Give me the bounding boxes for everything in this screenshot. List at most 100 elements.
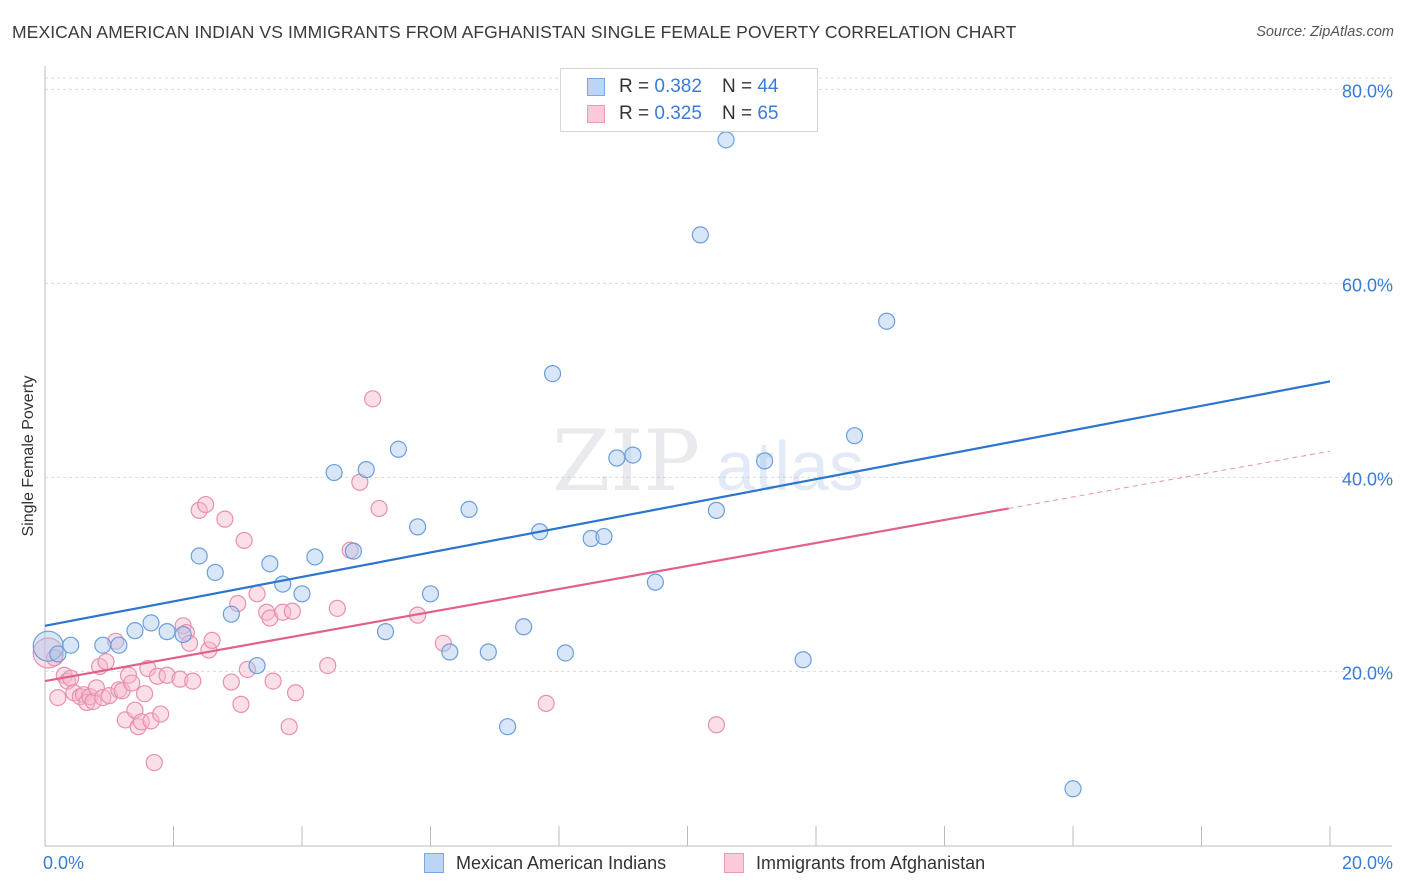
point-mexican-american-indians [479, 643, 497, 661]
axes [44, 66, 1392, 847]
legend-label: Mexican American Indians [456, 852, 667, 873]
point-mexican-american-indians [421, 585, 440, 603]
trend-line-afghanistan [44, 507, 1009, 683]
point-afghanistan [537, 694, 555, 713]
point-mexican-american-indians [62, 636, 80, 654]
x-tick-label: 0.0% [43, 853, 84, 873]
trend-lines [44, 380, 1331, 683]
legend-row-pink: R = 0.325 N = 65 [587, 102, 778, 126]
point-mexican-american-indians [376, 623, 395, 641]
point-mexican-american-indians [499, 718, 517, 736]
point-afghanistan [49, 688, 67, 707]
point-afghanistan [100, 687, 118, 705]
point-afghanistan [142, 712, 160, 730]
r-value: 0.325 [654, 103, 702, 124]
point-afghanistan [229, 594, 247, 613]
watermark-zip: ZIP [552, 412, 700, 510]
trend-line-afghanistan-extension [1008, 450, 1331, 509]
point-afghanistan [94, 688, 112, 707]
trend-line-mexican-american-indians [44, 380, 1331, 627]
point-mexican-american-indians [717, 131, 735, 149]
point-mexican-american-indians [190, 547, 208, 565]
point-afghanistan [158, 666, 176, 684]
watermark-atlas: atlas [716, 427, 864, 505]
point-afghanistan [87, 679, 106, 697]
r-label: R = [619, 76, 650, 97]
point-mexican-american-indians [878, 312, 896, 330]
point-mexican-american-indians [174, 625, 192, 644]
point-mexican-american-indians [248, 656, 266, 675]
point-afghanistan [235, 531, 253, 550]
points-mexican-american-indians [32, 131, 1082, 798]
point-afghanistan [197, 495, 215, 514]
point-mexican-american-indians [691, 226, 709, 244]
point-afghanistan [145, 753, 163, 772]
point-mexican-american-indians [595, 527, 613, 546]
point-mexican-american-indians [389, 440, 407, 458]
chart-title: MEXICAN AMERICAN INDIAN VS IMMIGRANTS FR… [12, 22, 1017, 42]
point-mexican-american-indians [409, 518, 427, 536]
r-value: 0.382 [654, 76, 702, 97]
point-mexican-american-indians [707, 501, 726, 519]
legend-swatch-pink [724, 853, 744, 873]
point-afghanistan [364, 390, 382, 408]
correlation-legend: R = 0.382 N = 44 R = 0.325 N = 65 [560, 68, 818, 132]
point-afghanistan [264, 672, 282, 690]
point-afghanistan [248, 585, 266, 603]
point-afghanistan [222, 673, 240, 691]
point-afghanistan [370, 499, 388, 518]
n-label: N = [721, 103, 753, 124]
point-afghanistan [180, 634, 199, 652]
point-mexican-american-indians [794, 651, 812, 669]
tick-labels: 20.0% 40.0% 60.0% 80.0% 0.0% 20.0% [43, 81, 1393, 873]
point-afghanistan [123, 674, 141, 692]
point-afghanistan [232, 695, 250, 713]
point-afghanistan [707, 716, 726, 734]
point-mexican-american-indians [357, 461, 375, 479]
point-mexican-american-indians [845, 427, 864, 445]
source-label: Source: ZipAtlas.com [1256, 24, 1394, 40]
point-afghanistan [152, 705, 170, 723]
point-afghanistan [280, 718, 298, 736]
point-afghanistan [319, 656, 337, 675]
point-mexican-american-indians [126, 622, 144, 640]
point-mexican-american-indians [158, 623, 176, 641]
point-mexican-american-indians [624, 446, 642, 464]
legend-swatch-pink [587, 105, 605, 123]
n-label: N = [721, 76, 753, 97]
point-mexican-american-indians [582, 529, 600, 548]
point-mexican-american-indians [515, 618, 533, 636]
point-mexican-american-indians [94, 636, 112, 654]
point-mexican-american-indians [1064, 780, 1082, 798]
point-afghanistan [434, 634, 452, 652]
n-value: 65 [757, 103, 779, 124]
legend-label: Immigrants from Afghanistan [756, 852, 986, 873]
point-afghanistan [283, 602, 301, 620]
watermark: ZIP atlas [552, 412, 864, 510]
point-mexican-american-indians [306, 548, 324, 566]
y-tick-label: 60.0% [1342, 275, 1393, 295]
r-label: R = [619, 103, 650, 124]
legend-item-afghanistan: Immigrants from Afghanistan [724, 851, 985, 875]
points-afghanistan [32, 390, 726, 772]
point-afghanistan [328, 599, 346, 617]
point-mexican-american-indians [441, 643, 459, 661]
point-afghanistan [171, 670, 189, 688]
point-mexican-american-indians [110, 636, 128, 654]
point-mexican-american-indians [49, 645, 67, 663]
y-tick-label: 20.0% [1342, 663, 1393, 683]
legend-item-mexican-american-indians: Mexican American Indians [424, 851, 666, 875]
point-mexican-american-indians [646, 573, 664, 591]
legend-row-blue: R = 0.382 N = 44 [587, 75, 778, 99]
point-afghanistan [81, 688, 99, 706]
point-mexican-american-indians [344, 542, 362, 560]
point-afghanistan [216, 510, 234, 528]
y-tick-label: 40.0% [1342, 469, 1393, 489]
legend-swatch-blue [424, 853, 444, 873]
legend-swatch-blue [587, 78, 605, 96]
point-mexican-american-indians [608, 449, 626, 467]
n-value: 44 [757, 76, 779, 97]
point-afghanistan [135, 685, 154, 703]
point-afghanistan [238, 660, 256, 679]
